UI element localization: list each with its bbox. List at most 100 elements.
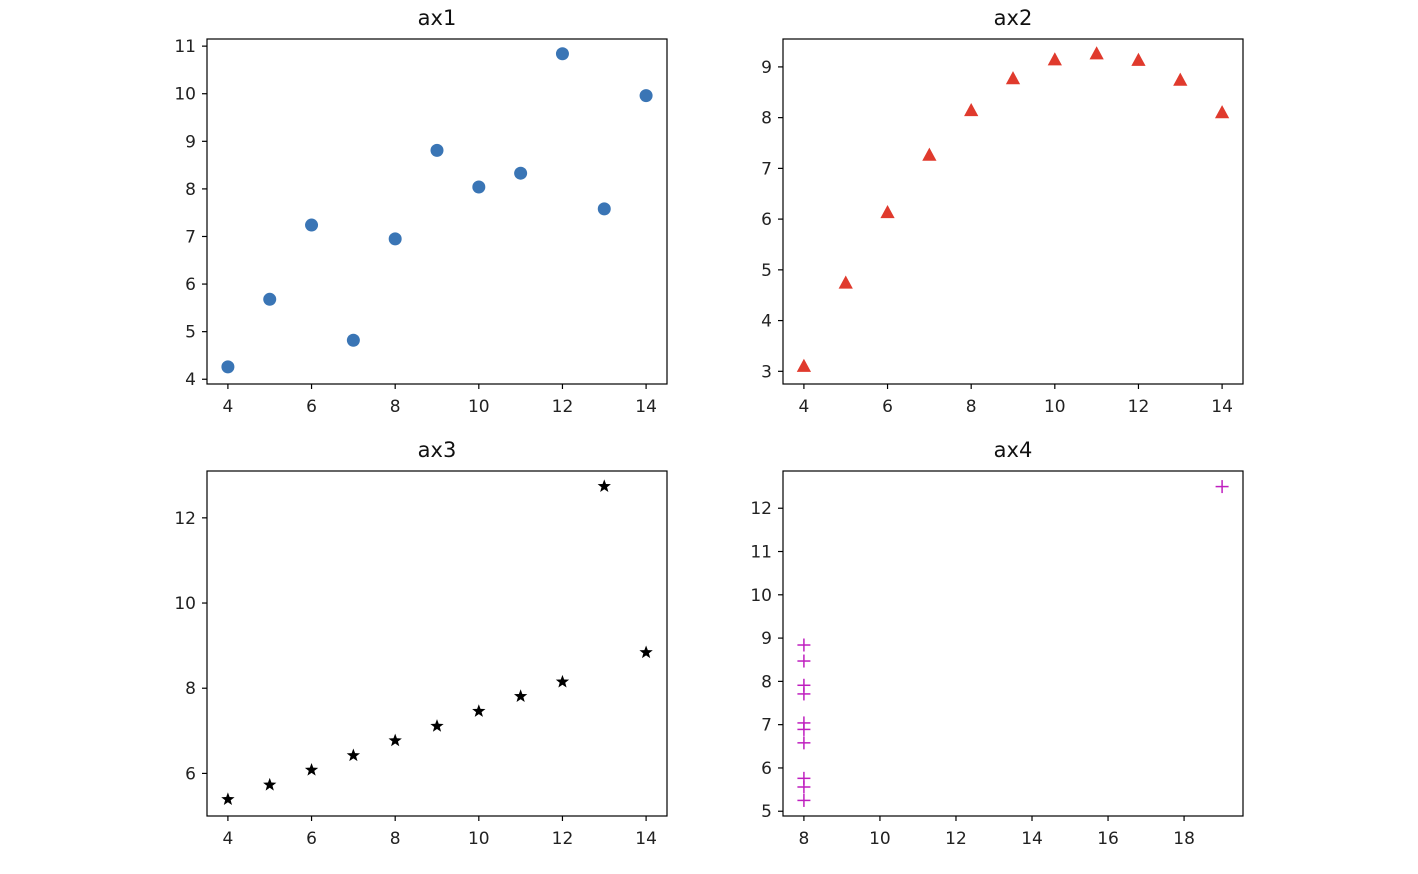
ax3-ytick-label: 10 xyxy=(174,594,196,614)
ax4-xtick-label: 14 xyxy=(1021,829,1043,849)
ax2-point xyxy=(1131,52,1146,66)
ax1-xtick-label: 12 xyxy=(552,397,574,417)
ax3-xtick-label: 10 xyxy=(468,829,490,849)
ax1-point xyxy=(430,143,444,157)
ax1-point xyxy=(555,47,569,61)
ax2-point xyxy=(880,205,895,219)
ax2-point xyxy=(796,358,812,372)
ax1-ytick-label: 9 xyxy=(185,132,196,152)
ax3-point xyxy=(472,704,486,717)
ax1-ytick-label: 5 xyxy=(185,323,196,343)
ax1-title: ax1 xyxy=(418,6,457,30)
ax2-frame xyxy=(782,38,1244,385)
ax4-ytick-label: 6 xyxy=(761,759,772,779)
ax3-point xyxy=(346,748,361,762)
ax2-ytick-label: 6 xyxy=(761,210,772,230)
ax4-point xyxy=(797,722,811,736)
ax2-ytick-label: 4 xyxy=(761,312,772,332)
ax1-xtick-label: 14 xyxy=(635,397,657,417)
ax4-point xyxy=(797,638,811,652)
ax4-xtick-label: 16 xyxy=(1097,829,1119,849)
ax3-point xyxy=(555,674,570,688)
ax1-point xyxy=(514,166,528,180)
ax1-point xyxy=(305,218,319,232)
ax1-point xyxy=(388,232,402,246)
ax1-ytick-label: 7 xyxy=(185,227,196,247)
ax3-point xyxy=(639,645,653,659)
ax3-ytick-label: 12 xyxy=(174,509,196,529)
ax1-point xyxy=(346,333,360,347)
ax4-ytick-label: 9 xyxy=(761,629,772,649)
ax4-point xyxy=(797,793,811,807)
ax2-xtick-label: 14 xyxy=(1211,397,1233,417)
ax2-point xyxy=(1214,105,1230,119)
ax4-frame xyxy=(782,470,1244,817)
ax1-xtick-label: 8 xyxy=(390,397,401,417)
ax3-xtick-label: 12 xyxy=(552,829,574,849)
ax3-xtick-label: 14 xyxy=(635,829,657,849)
ax2-ytick-label: 3 xyxy=(761,362,772,382)
ax2-point xyxy=(1173,72,1188,86)
ax3-point xyxy=(304,763,319,776)
ax1-point xyxy=(263,292,277,306)
ax4-title: ax4 xyxy=(994,438,1033,462)
ax4-point xyxy=(1215,480,1229,494)
ax1-ytick-label: 6 xyxy=(185,275,196,295)
ax4-ytick-label: 10 xyxy=(750,586,772,606)
ax4-ytick-label: 12 xyxy=(750,499,772,519)
ax2-xtick-label: 4 xyxy=(798,397,809,417)
ax2-xtick-label: 12 xyxy=(1128,397,1150,417)
ax2-point xyxy=(1089,46,1104,60)
ax4-xtick-label: 8 xyxy=(798,829,809,849)
ax2-point xyxy=(922,147,937,161)
ax1-xtick-label: 10 xyxy=(468,397,490,417)
ax3-frame xyxy=(206,470,668,817)
ax1-frame xyxy=(206,38,668,385)
ax3-point xyxy=(597,479,611,492)
ax4-point xyxy=(797,654,811,668)
ax3-point xyxy=(430,719,444,732)
subplot-ax3: ax3 4 6 8 10 12 14 6 8 10 12 xyxy=(174,438,668,849)
ax3-point xyxy=(221,792,235,806)
ax2-point xyxy=(964,103,979,117)
ax4-xtick-label: 10 xyxy=(869,829,891,849)
ax4-ytick-label: 5 xyxy=(761,802,772,822)
ax3-xtick-label: 6 xyxy=(306,829,317,849)
subplot-ax4: ax4 8 10 12 14 16 18 5 6 7 8 9 10 11 12 xyxy=(750,438,1244,849)
ax3-title: ax3 xyxy=(418,438,457,462)
ax1-point xyxy=(221,360,235,374)
ax1-point xyxy=(639,89,653,103)
ax1-ytick-label: 10 xyxy=(174,85,196,105)
ax4-xtick-label: 18 xyxy=(1173,829,1195,849)
ax3-xtick-label: 8 xyxy=(390,829,401,849)
ax4-ytick-label: 11 xyxy=(750,543,772,563)
ax4-xtick-label: 12 xyxy=(945,829,967,849)
ax3-point xyxy=(388,733,402,747)
ax2-ytick-label: 8 xyxy=(761,109,772,129)
ax3-xtick-label: 4 xyxy=(222,829,233,849)
ax3-point xyxy=(513,689,528,702)
ax2-point xyxy=(1005,71,1021,85)
subplot-ax1: ax1 4 6 8 10 12 14 4 5 6 7 8 9 10 11 xyxy=(174,6,668,417)
ax4-ytick-label: 7 xyxy=(761,716,772,736)
ax2-xtick-label: 8 xyxy=(966,397,977,417)
ax4-point xyxy=(797,736,811,750)
ax1-ytick-label: 11 xyxy=(174,37,196,57)
subplot-ax2: ax2 4 6 8 10 12 14 3 4 5 6 7 8 9 xyxy=(761,6,1244,417)
ax4-ytick-label: 8 xyxy=(761,672,772,692)
ax2-point xyxy=(838,275,853,289)
ax1-point xyxy=(597,202,611,216)
ax1-xtick-label: 4 xyxy=(222,397,233,417)
ax1-ytick-label: 4 xyxy=(185,370,196,390)
ax2-ytick-label: 9 xyxy=(761,58,772,78)
ax4-point xyxy=(797,678,811,692)
ax4-point xyxy=(797,780,811,794)
ax3-point xyxy=(263,777,277,791)
ax2-point xyxy=(1047,52,1062,66)
ax2-ytick-label: 5 xyxy=(761,261,772,281)
ax1-point xyxy=(472,180,486,194)
ax2-title: ax2 xyxy=(994,6,1033,30)
ax1-ytick-label: 8 xyxy=(185,180,196,200)
